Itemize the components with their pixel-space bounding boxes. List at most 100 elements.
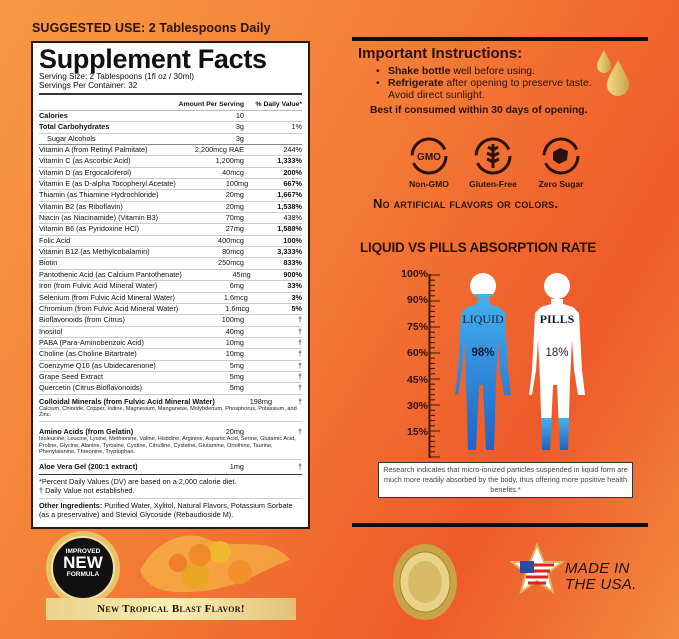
row-dv: † — [297, 427, 302, 437]
amino-acids-row: Amino Acids (from Gelatin) 20mg † Isoleuci… — [39, 422, 302, 460]
row-amount: 5mg — [229, 360, 244, 370]
table-row: Vitamin B12 (as Methylcobalamin) 80mcg 3,3… — [39, 247, 302, 259]
footnote-dagger: † Daily Value not established. — [39, 486, 135, 496]
scale-tick-label: 45% — [406, 374, 428, 386]
quality-seal-icon — [393, 544, 457, 620]
table-row: Vitamin A (from Retinyl Palmitate) 2,200m… — [39, 145, 302, 157]
row-name: Grape Seed Extract — [39, 371, 104, 381]
footnotes: *Percent Daily Values (DV) are based on … — [39, 475, 302, 499]
row-dv: 244% — [283, 145, 302, 155]
row-name: Selenium (from Fulvic Acid Mineral Water… — [39, 292, 175, 302]
table-row: Selenium (from Fulvic Acid Mineral Water… — [39, 293, 302, 304]
row-name: Vitamin B6 (as Pyridoxine HCl) — [39, 224, 140, 234]
table-row: Vitamin B6 (as Pyridoxine HCl) 27mg 1,588% — [39, 224, 302, 236]
footnote-dv: *Percent Daily Values (DV) are based on … — [39, 476, 237, 486]
row-name: Vitamin B2 (as Riboflavin) — [39, 201, 123, 211]
row-name: Choline (as Choline Bitartrate) — [39, 349, 137, 359]
scale-axis — [428, 274, 440, 458]
row-amount: 10 — [235, 111, 244, 120]
table-row: Pantothenic Acid (as Calcium Pantothenat… — [39, 269, 302, 282]
table-row: Niacin (as Niacinamide) (Vitamin B3) 70mg… — [39, 213, 302, 225]
row-dv: 3% — [291, 292, 302, 302]
row-dv: 100% — [283, 235, 302, 245]
aloe-row: Aloe Vera Gel (200:1 extract) 1mg † — [39, 460, 302, 475]
row-name: Quercetin (Citrus Bioflavonoids) — [39, 383, 143, 393]
badge-label: Gluten-Free — [469, 179, 517, 189]
row-name: Sugar Alcohols — [47, 133, 96, 143]
row-dv — [244, 134, 302, 144]
row-dv: 1,538% — [277, 201, 302, 211]
best-before-note: Best if consumed within 30 days of openi… — [370, 105, 588, 116]
pills-figure — [529, 273, 585, 450]
nutrient-rows: Calories 10 Total Carbohydrates 3g 1% Sugar A… — [39, 111, 302, 395]
row-name: Colloidal Minerals (from Fulvic Acid Min… — [39, 396, 215, 406]
badge-top: IMPROVED — [65, 548, 101, 555]
row-dv: † — [297, 337, 302, 347]
badge-gluten-free: Gluten-Free — [463, 136, 523, 189]
badge-non-gmo: GMO Non-GMO — [399, 136, 459, 189]
row-amount: 400mcg — [218, 235, 244, 245]
servings-per-container: Servings Per Container: 32 — [39, 80, 138, 90]
row-name: PABA (Para-Aminobenzoic Acid) — [39, 337, 144, 347]
row-dv: 1% — [291, 122, 302, 132]
badge-label: Zero Sugar — [538, 179, 584, 189]
serving-size: Serving Size: 2 Tablespoons (1fl oz / 30… — [39, 72, 195, 81]
no-gmo-icon: GMO — [410, 137, 448, 175]
row-dv: 438% — [283, 213, 302, 223]
no-gluten-icon — [474, 137, 512, 175]
row-name: Vitamin D (as Ergocalciferol) — [39, 167, 132, 177]
row-detail: Isoleucine, Leucine, Lysine, Methionine,… — [39, 436, 296, 456]
scale-tick-label: 90% — [406, 294, 428, 306]
row-dv: † — [297, 383, 302, 393]
table-row: Thiamin (as Thiamine Hydrochloride) 20mg 1… — [39, 190, 302, 202]
row-name: Amino Acids (from Gelatin) — [39, 427, 134, 437]
scale-tick-label: 30% — [406, 400, 428, 412]
row-name: Thiamin (as Thiamine Hydrochloride) — [39, 190, 159, 200]
no-sugar-icon — [542, 137, 580, 175]
other-ingredients: Other Ingredients: Purified Water, Xylit… — [39, 499, 302, 520]
instructions-title: Important Instructions: — [358, 45, 523, 62]
table-row: Inositol 40mg † — [39, 327, 302, 338]
row-amount: 10mg — [225, 337, 244, 347]
row-dv: † — [297, 371, 302, 381]
row-name: Total Carbohydrates — [39, 122, 110, 132]
row-name: Niacin (as Niacinamide) (Vitamin B3) — [39, 213, 159, 223]
made-in-line2: THE USA. — [565, 576, 637, 593]
row-amount: 80mcg — [222, 247, 244, 257]
scale-tick-label: 75% — [406, 321, 428, 333]
table-row: Quercetin (Citrus Bioflavonoids) 5mg † — [39, 383, 302, 395]
absorption-title: LIQUID VS PILLS ABSORPTION RATE — [360, 240, 597, 255]
table-row: Bioflavonoids (from Citrus) 100mg † — [39, 315, 302, 327]
row-amount: 5mg — [229, 371, 244, 381]
row-amount: 3g — [235, 122, 244, 132]
row-amount: 45mg — [232, 269, 251, 279]
research-note: Research indicates that micro-ionized pa… — [378, 462, 633, 498]
scale-tick-label: 100% — [401, 268, 428, 280]
table-row: Total Carbohydrates 3g 1% — [39, 122, 302, 134]
row-dv: 33% — [287, 281, 302, 291]
row-dv: † — [297, 360, 302, 370]
row-dv: † — [297, 315, 302, 325]
row-dv: 900% — [283, 269, 302, 279]
instruction-item: Shake bottle well before using. — [376, 65, 598, 77]
row-amount: 20mg — [225, 190, 244, 200]
table-row: Vitamin D (as Ergocalciferol) 40mcg 200% — [39, 167, 302, 180]
row-amount: 27mg — [225, 224, 244, 234]
row-amount: 20mg — [225, 427, 244, 437]
instruction-bold: Shake bottle — [388, 65, 451, 77]
row-amount: 40mcg — [222, 167, 244, 177]
col-amount: Amount Per Serving — [178, 101, 244, 108]
divider-top — [352, 37, 648, 41]
row-amount: 100mg — [225, 179, 249, 189]
suggested-use: SUGGESTED USE: 2 Tablespoons Daily — [32, 21, 271, 35]
row-amount: 3g — [235, 133, 244, 143]
row-amount: 1.6mcg — [223, 292, 248, 302]
row-name: Coenzyme Q10 (as Ubidecarenone) — [39, 360, 156, 370]
made-in-line1: MADE IN — [565, 560, 630, 577]
row-name: Biotin — [39, 258, 58, 268]
row-name: Pantothenic Acid (as Calcium Pantothenat… — [39, 269, 182, 279]
row-name: Iron (from Fulvic Acid Mineral Water) — [39, 281, 158, 291]
scale-tick-label: 15% — [406, 426, 428, 438]
badge-label: Non-GMO — [409, 179, 449, 189]
row-name: Vitamin B12 (as Methylcobalamin) — [39, 247, 150, 257]
